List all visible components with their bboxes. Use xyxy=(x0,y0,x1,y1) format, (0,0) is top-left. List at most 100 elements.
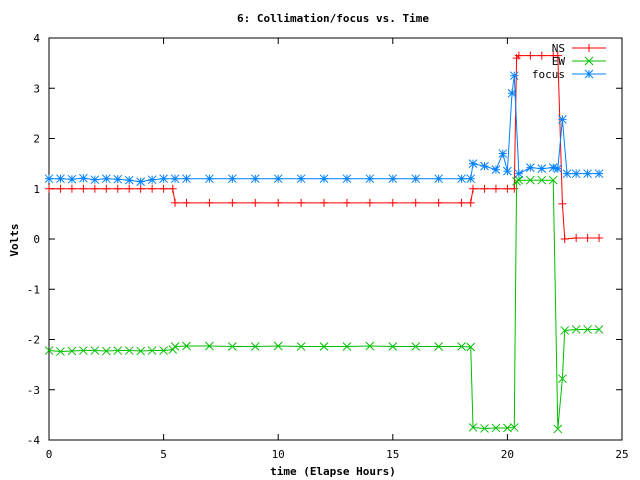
data-point xyxy=(56,174,65,184)
data-point xyxy=(457,342,466,351)
data-point xyxy=(44,174,54,184)
data-point xyxy=(56,184,65,193)
data-point xyxy=(101,174,111,184)
legend-label-focus: focus xyxy=(532,68,565,81)
data-point xyxy=(67,184,76,193)
data-point xyxy=(124,346,134,355)
data-point xyxy=(525,163,535,172)
data-point xyxy=(250,342,260,351)
data-point xyxy=(45,184,53,193)
data-point xyxy=(537,175,547,185)
legend: NS EW focus xyxy=(532,42,606,81)
data-point xyxy=(365,341,375,351)
data-point xyxy=(170,174,180,184)
data-point xyxy=(250,174,260,184)
data-point xyxy=(507,88,517,98)
data-point xyxy=(510,184,519,193)
series-focus xyxy=(44,71,604,187)
data-point xyxy=(44,346,54,355)
series-line-focus xyxy=(49,75,600,183)
data-point xyxy=(148,184,157,193)
x-tick-label: 10 xyxy=(272,448,285,461)
data-point xyxy=(388,174,398,184)
data-point xyxy=(571,325,581,334)
legend-marker-focus xyxy=(584,69,594,79)
data-point xyxy=(560,235,569,243)
data-point xyxy=(342,174,352,184)
data-point xyxy=(537,51,546,60)
data-point xyxy=(514,169,524,179)
data-point xyxy=(171,198,180,207)
legend-label-ew: EW xyxy=(552,55,566,68)
y-tick-label: 4 xyxy=(33,32,40,45)
data-point xyxy=(182,341,191,351)
data-point xyxy=(562,169,572,179)
data-point xyxy=(491,423,501,433)
data-point xyxy=(273,174,283,184)
data-point xyxy=(553,164,563,174)
data-point xyxy=(553,424,563,434)
data-point xyxy=(273,341,283,351)
data-point xyxy=(90,346,100,355)
series-line-ew xyxy=(48,179,600,429)
data-point xyxy=(101,346,111,356)
x-tick-label: 15 xyxy=(386,448,399,461)
data-point xyxy=(296,174,306,184)
data-point xyxy=(136,184,145,193)
data-point xyxy=(571,169,581,179)
data-point xyxy=(583,325,592,334)
data-point xyxy=(525,175,535,185)
data-point xyxy=(466,342,476,352)
data-point xyxy=(102,184,111,193)
data-point xyxy=(182,174,191,184)
data-point xyxy=(512,176,521,186)
data-point xyxy=(168,184,177,193)
legend-marker-ew xyxy=(584,56,594,66)
data-point xyxy=(125,184,134,193)
data-point xyxy=(388,342,398,351)
data-point xyxy=(466,174,476,184)
data-point xyxy=(434,174,443,184)
data-point xyxy=(56,347,65,356)
data-point xyxy=(466,198,475,207)
legend-marker-symbol xyxy=(585,44,593,52)
data-point xyxy=(514,175,524,185)
data-point xyxy=(159,174,168,184)
data-point xyxy=(411,342,421,351)
data-point xyxy=(90,175,100,185)
data-point xyxy=(124,175,134,185)
data-point xyxy=(388,198,397,207)
legend-marker-ns xyxy=(585,44,593,52)
data-point xyxy=(583,233,592,242)
series-ns xyxy=(45,51,604,243)
data-point xyxy=(411,198,420,207)
data-point xyxy=(319,342,329,351)
data-point xyxy=(79,346,88,355)
data-point xyxy=(205,174,214,184)
data-point xyxy=(558,374,567,384)
data-point xyxy=(594,169,604,179)
x-tick-label: 20 xyxy=(501,448,514,461)
data-point xyxy=(594,325,604,334)
data-point xyxy=(457,198,466,207)
data-point xyxy=(228,174,237,184)
data-point xyxy=(136,346,146,356)
y-tick-label: -2 xyxy=(27,334,40,347)
data-point xyxy=(595,233,604,242)
data-point xyxy=(159,346,168,355)
data-point xyxy=(113,174,123,184)
y-tick-label: -4 xyxy=(27,434,41,447)
data-point xyxy=(480,424,489,433)
data-point xyxy=(469,184,478,193)
x-ticks: 0 5 10 15 20 25 xyxy=(46,38,629,461)
data-point xyxy=(498,149,508,158)
data-point xyxy=(147,175,157,185)
data-point xyxy=(182,198,191,207)
data-point xyxy=(509,423,519,432)
legend-label-ns: NS xyxy=(552,42,565,55)
y-tick-label: 0 xyxy=(33,233,40,246)
legend-marker-symbol xyxy=(584,69,594,79)
series-layer xyxy=(44,51,604,434)
data-point xyxy=(468,159,478,168)
data-point xyxy=(491,165,501,175)
